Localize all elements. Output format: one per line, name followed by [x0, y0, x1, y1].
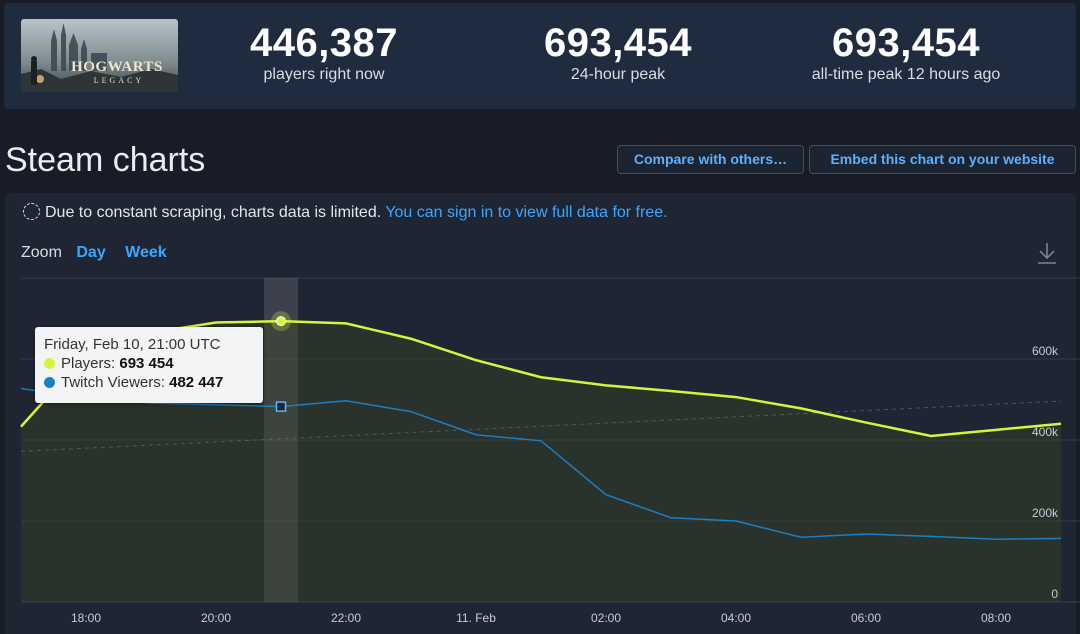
- x-axis-labels: 18:00 20:00 22:00 11. Feb 02:00 04:00 06:00 08:…: [71, 611, 1011, 625]
- chart-series: [20, 319, 1062, 540]
- stats-card: HOGWARTS LEGACY 446,387 players right no…: [4, 3, 1076, 109]
- players-area-fill: [21, 321, 1061, 602]
- download-icon[interactable]: [1036, 241, 1058, 265]
- chart-panel: Due to constant scraping, charts data is…: [5, 193, 1076, 634]
- day-peak-value: 693,454: [543, 21, 693, 65]
- twitch-viewers-line: [20, 387, 1062, 540]
- x-tick-label: 11. Feb: [456, 611, 496, 625]
- tooltip-twitch-label: Twitch Viewers:: [61, 374, 165, 391]
- twitch-legend-dot-icon: [44, 377, 55, 388]
- y-tick-label: 600k: [1032, 344, 1059, 358]
- x-tick-label: 04:00: [721, 611, 751, 625]
- zoom-day-button[interactable]: Day: [76, 244, 106, 261]
- x-tick-label: 22:00: [331, 611, 361, 625]
- tooltip-twitch-value: 482 447: [169, 374, 224, 391]
- y-tick-label: 400k: [1032, 425, 1059, 439]
- embed-chart-button[interactable]: Embed this chart on your website: [809, 145, 1076, 174]
- day-peak-stat: 693,454 24-hour peak: [520, 21, 716, 85]
- x-tick-label: 20:00: [201, 611, 231, 625]
- tooltip-players-row: Players: 693 454: [44, 354, 254, 373]
- day-peak-label: 24-hour peak: [570, 66, 666, 83]
- svg-text:HOGWARTS: HOGWARTS: [71, 59, 163, 75]
- players-area: [21, 321, 1061, 602]
- all-time-peak-label: all-time peak 12 hours ago: [811, 66, 1001, 83]
- players-line: [20, 319, 1062, 438]
- x-tick-label: 06:00: [851, 611, 881, 625]
- zoom-controls: Zoom Day Week: [21, 243, 182, 263]
- sign-in-link[interactable]: You can sign in to view full data for fr…: [385, 204, 668, 221]
- tooltip-players-value: 693 454: [119, 355, 174, 372]
- svg-text:LEGACY: LEGACY: [94, 76, 144, 85]
- x-tick-label: 08:00: [981, 611, 1011, 625]
- tooltip-twitch-row: Twitch Viewers: 482 447: [44, 373, 254, 392]
- players-marker: [276, 316, 286, 327]
- notice-text: Due to constant scraping, charts data is…: [45, 204, 382, 221]
- game-logo[interactable]: HOGWARTS LEGACY: [21, 19, 178, 92]
- compare-button[interactable]: Compare with others…: [617, 145, 804, 174]
- loading-spinner-icon: [23, 203, 40, 220]
- trend-line-path: [20, 400, 1062, 452]
- game-logo-image: HOGWARTS LEGACY: [21, 19, 178, 92]
- all-time-peak-value: 693,454: [831, 21, 981, 65]
- current-players-label: players right now: [263, 66, 385, 83]
- players-legend-dot-icon: [44, 358, 55, 369]
- current-players-value: 446,387: [249, 21, 399, 65]
- chart-tooltip: Friday, Feb 10, 21:00 UTC Players: 693 4…: [35, 327, 263, 403]
- zoom-label: Zoom: [21, 244, 62, 261]
- y-axis-labels: 0 200k 400k 600k: [1032, 344, 1059, 601]
- data-limit-notice: Due to constant scraping, charts data is…: [23, 203, 668, 223]
- zoom-week-button[interactable]: Week: [125, 244, 167, 261]
- y-tick-label: 0: [1051, 587, 1058, 601]
- hover-highlight-band: [264, 278, 298, 602]
- tooltip-date: Friday, Feb 10, 21:00 UTC: [44, 336, 221, 353]
- tooltip-players-label: Players:: [61, 355, 116, 372]
- trend-line: [20, 400, 1062, 452]
- x-tick-label: 02:00: [591, 611, 621, 625]
- y-tick-label: 200k: [1032, 506, 1059, 520]
- hover-markers: [271, 311, 291, 412]
- all-time-peak-stat: 693,454 all-time peak 12 hours ago: [796, 21, 1016, 85]
- current-players-stat: 446,387 players right now: [234, 21, 414, 85]
- x-tick-label: 18:00: [71, 611, 101, 625]
- twitch-marker: [275, 401, 287, 412]
- page-title: Steam charts: [5, 141, 206, 179]
- chart-gridlines: [21, 277, 1080, 603]
